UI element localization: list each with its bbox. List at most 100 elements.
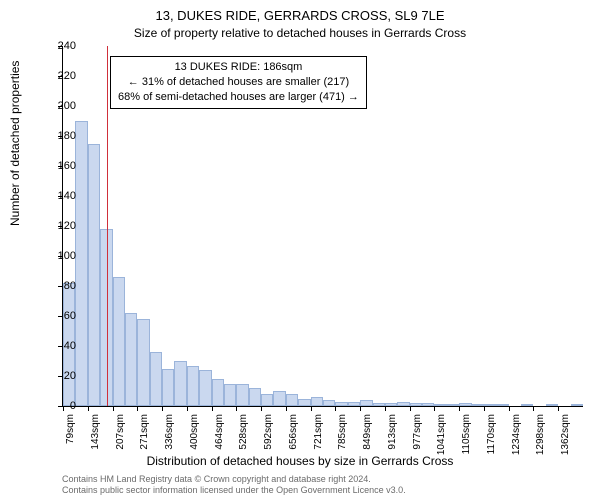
x-tick-label: 400sqm bbox=[189, 414, 200, 450]
y-tick-label: 0 bbox=[42, 400, 76, 412]
x-tick-label: 592sqm bbox=[263, 414, 274, 450]
histogram-bar bbox=[273, 391, 285, 406]
x-tick-label: 207sqm bbox=[115, 414, 126, 450]
x-tick-label: 1105sqm bbox=[461, 414, 472, 454]
x-tick-mark bbox=[509, 406, 510, 411]
info-line-2: ← 31% of detached houses are smaller (21… bbox=[118, 75, 359, 90]
x-tick-label: 1362sqm bbox=[560, 414, 571, 455]
x-tick-mark bbox=[286, 406, 287, 411]
info-line-1: 13 DUKES RIDE: 186sqm bbox=[118, 60, 359, 75]
y-axis-label: Number of detached properties bbox=[8, 61, 22, 226]
x-tick-mark bbox=[459, 406, 460, 411]
y-tick-label: 120 bbox=[42, 220, 76, 232]
histogram-bar bbox=[249, 388, 261, 406]
histogram-bar bbox=[571, 404, 583, 406]
histogram-bar bbox=[236, 384, 248, 407]
histogram-bar bbox=[88, 144, 100, 407]
chart-title-main: 13, DUKES RIDE, GERRARDS CROSS, SL9 7LE bbox=[0, 8, 600, 23]
histogram-bar bbox=[521, 404, 533, 406]
y-tick-label: 160 bbox=[42, 160, 76, 172]
histogram-bar bbox=[286, 394, 298, 406]
y-tick-label: 180 bbox=[42, 130, 76, 142]
x-tick-mark bbox=[360, 406, 361, 411]
x-tick-mark bbox=[187, 406, 188, 411]
x-tick-label: 977sqm bbox=[412, 414, 423, 450]
histogram-bar bbox=[323, 400, 335, 406]
x-tick-label: 464sqm bbox=[214, 414, 225, 450]
histogram-bar bbox=[224, 384, 236, 407]
x-tick-label: 785sqm bbox=[337, 414, 348, 450]
y-tick-label: 40 bbox=[42, 340, 76, 352]
histogram-bar bbox=[447, 404, 459, 406]
x-tick-mark bbox=[533, 406, 534, 411]
histogram-bar bbox=[422, 403, 434, 406]
x-tick-label: 1298sqm bbox=[535, 414, 546, 455]
histogram-bar bbox=[546, 404, 558, 406]
x-tick-mark bbox=[558, 406, 559, 411]
histogram-bar bbox=[137, 319, 149, 406]
histogram-bar bbox=[174, 361, 186, 406]
y-tick-label: 20 bbox=[42, 370, 76, 382]
histogram-bar bbox=[472, 404, 484, 406]
chart-container: 13, DUKES RIDE, GERRARDS CROSS, SL9 7LE … bbox=[0, 0, 600, 500]
histogram-bar bbox=[311, 397, 323, 406]
attribution-line-1: Contains HM Land Registry data © Crown c… bbox=[62, 474, 406, 485]
y-tick-label: 200 bbox=[42, 100, 76, 112]
x-tick-label: 1170sqm bbox=[486, 414, 497, 454]
info-box: 13 DUKES RIDE: 186sqm ← 31% of detached … bbox=[110, 56, 367, 109]
x-tick-label: 1234sqm bbox=[511, 414, 522, 455]
x-tick-label: 1041sqm bbox=[436, 414, 447, 455]
y-tick-label: 100 bbox=[42, 250, 76, 262]
x-tick-mark bbox=[385, 406, 386, 411]
x-tick-mark bbox=[162, 406, 163, 411]
histogram-bar bbox=[125, 313, 137, 406]
x-tick-label: 528sqm bbox=[238, 414, 249, 450]
x-tick-label: 721sqm bbox=[313, 414, 324, 450]
x-tick-mark bbox=[212, 406, 213, 411]
x-axis-label: Distribution of detached houses by size … bbox=[0, 454, 600, 468]
x-tick-mark bbox=[88, 406, 89, 411]
histogram-bar bbox=[484, 404, 496, 406]
histogram-bar bbox=[162, 369, 174, 407]
histogram-bar bbox=[348, 402, 360, 407]
histogram-bar bbox=[459, 403, 471, 406]
info-line-3: 68% of semi-detached houses are larger (… bbox=[118, 90, 359, 105]
x-tick-label: 79sqm bbox=[65, 414, 76, 444]
y-tick-label: 220 bbox=[42, 70, 76, 82]
histogram-bar bbox=[434, 404, 446, 406]
x-tick-mark bbox=[410, 406, 411, 411]
x-tick-mark bbox=[484, 406, 485, 411]
histogram-bar bbox=[397, 402, 409, 407]
y-tick-label: 60 bbox=[42, 310, 76, 322]
x-tick-label: 849sqm bbox=[362, 414, 373, 450]
histogram-bar bbox=[199, 370, 211, 406]
histogram-bar bbox=[212, 379, 224, 406]
histogram-bar bbox=[261, 394, 273, 406]
attribution-line-2: Contains public sector information licen… bbox=[62, 485, 406, 496]
x-tick-mark bbox=[236, 406, 237, 411]
histogram-bar bbox=[75, 121, 87, 406]
histogram-bar bbox=[187, 366, 199, 407]
histogram-bar bbox=[335, 402, 347, 407]
x-tick-mark bbox=[137, 406, 138, 411]
chart-title-sub: Size of property relative to detached ho… bbox=[0, 26, 600, 40]
x-tick-mark bbox=[261, 406, 262, 411]
marker-line bbox=[107, 46, 108, 406]
histogram-bar bbox=[113, 277, 125, 406]
histogram-bar bbox=[385, 403, 397, 406]
x-tick-label: 336sqm bbox=[164, 414, 175, 450]
histogram-bar bbox=[298, 399, 310, 407]
histogram-bar bbox=[410, 403, 422, 406]
x-tick-label: 656sqm bbox=[288, 414, 299, 450]
x-tick-mark bbox=[311, 406, 312, 411]
x-tick-mark bbox=[113, 406, 114, 411]
x-tick-label: 913sqm bbox=[387, 414, 398, 450]
x-tick-label: 271sqm bbox=[139, 414, 150, 450]
y-tick-label: 240 bbox=[42, 40, 76, 52]
x-tick-label: 143sqm bbox=[90, 414, 101, 450]
x-tick-mark bbox=[335, 406, 336, 411]
histogram-bar bbox=[360, 400, 372, 406]
histogram-bar bbox=[496, 404, 508, 406]
attribution-text: Contains HM Land Registry data © Crown c… bbox=[62, 474, 406, 496]
histogram-bar bbox=[150, 352, 162, 406]
